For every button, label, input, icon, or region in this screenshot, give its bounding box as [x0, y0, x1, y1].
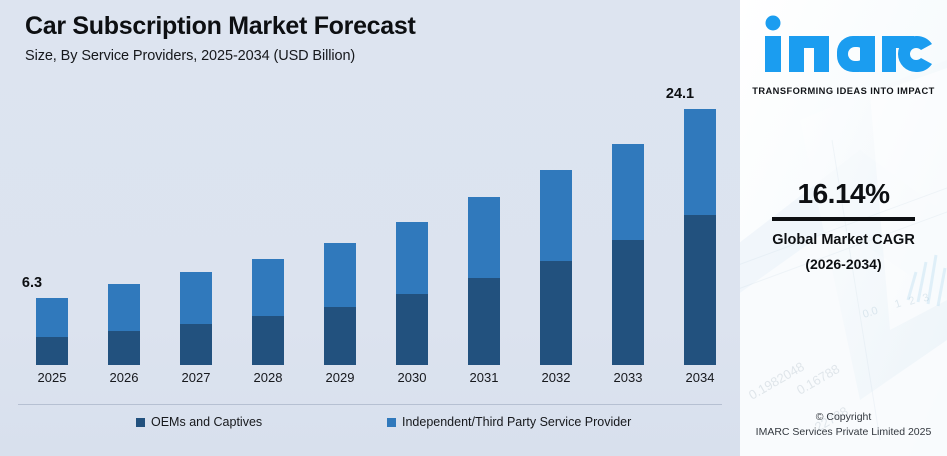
bar-segment-independent[interactable]: [540, 170, 572, 261]
chart-legend: OEMs and Captives Independent/Third Part…: [0, 413, 740, 437]
x-axis-tick-2026: 2026: [109, 370, 139, 385]
bar-group[interactable]: 24.1: [664, 78, 736, 365]
bar-segment-oem[interactable]: [108, 331, 140, 365]
bar-group[interactable]: [520, 78, 592, 365]
bar-segment-independent[interactable]: [180, 272, 212, 324]
bar-stack[interactable]: [36, 298, 68, 365]
cagr-block: 16.14% Global Market CAGR (2026-2034): [740, 178, 947, 274]
bar-stack[interactable]: [684, 109, 716, 365]
svg-text:0.0: 0.0: [861, 305, 879, 321]
copyright-notice: © Copyright: [815, 411, 872, 423]
cagr-caption: Global Market CAGR: [772, 232, 915, 248]
legend-label: Independent/Third Party Service Provider: [402, 415, 632, 429]
bar-group[interactable]: [88, 78, 160, 365]
bar-segment-oem[interactable]: [540, 261, 572, 365]
x-axis-tick-2034: 2034: [685, 370, 715, 385]
x-axis: 2025 2026 2027 2028 2029 2030 2031 2032 2033 2034: [0, 365, 740, 395]
bar-stack[interactable]: [468, 197, 500, 365]
bar-segment-independent[interactable]: [252, 259, 284, 316]
bar-segment-oem[interactable]: [396, 294, 428, 365]
svg-text:1: 1: [893, 298, 903, 311]
bar-segment-oem[interactable]: [180, 324, 212, 365]
bar-segment-oem[interactable]: [252, 316, 284, 365]
legend-item-oems-and-captives[interactable]: OEMs and Captives: [136, 415, 262, 429]
svg-text:2: 2: [907, 295, 917, 308]
x-axis-tick-2030: 2030: [397, 370, 427, 385]
bar-group[interactable]: [160, 78, 232, 365]
x-axis-tick-2033: 2033: [613, 370, 643, 385]
page-title: Car Subscription Market Forecast: [25, 12, 416, 40]
bar-stack[interactable]: [540, 170, 572, 365]
imarc-logo: TRANSFORMING IDEAS INTO IMPACT: [740, 14, 947, 96]
bar-segment-independent[interactable]: [396, 222, 428, 294]
brand-panel: 0.0 1 2 3 0.1982048 22788 0.16788: [740, 0, 947, 456]
legend-divider: [18, 404, 722, 405]
bar-segment-independent[interactable]: [324, 243, 356, 307]
bar-stack[interactable]: [612, 144, 644, 365]
bar-group[interactable]: [232, 78, 304, 365]
legend-swatch-icon: [136, 417, 145, 427]
bar-segment-independent[interactable]: [612, 144, 644, 240]
brand-panel-content: TRANSFORMING IDEAS INTO IMPACT 16.14% Gl…: [740, 0, 947, 456]
legend-swatch-icon: [387, 417, 396, 427]
cagr-period: (2026-2034): [805, 256, 882, 272]
bar-value-label: 24.1: [665, 86, 695, 102]
plot-area: 6.3 24.1: [0, 78, 740, 365]
bar-segment-oem[interactable]: [684, 215, 716, 365]
cagr-value: 16.14%: [797, 178, 890, 209]
x-axis-tick-2031: 2031: [469, 370, 499, 385]
copyright-owner: IMARC Services Private Limited 2025: [755, 426, 932, 438]
chart-subtitle: Size, By Service Providers, 2025-2034 (U…: [25, 48, 356, 64]
bar-group[interactable]: [448, 78, 520, 365]
legend-label: OEMs and Captives: [151, 415, 263, 429]
x-axis-tick-2032: 2032: [541, 370, 571, 385]
bar-group[interactable]: 6.3: [16, 78, 88, 365]
bar-segment-independent[interactable]: [468, 197, 500, 278]
bar-stack[interactable]: [324, 243, 356, 365]
bar-group[interactable]: [376, 78, 448, 365]
copyright-block: © Copyright IMARC Services Private Limit…: [740, 410, 947, 440]
imarc-wordmark: [754, 14, 934, 85]
x-axis-tick-2027: 2027: [181, 370, 211, 385]
bar-segment-oem[interactable]: [468, 278, 500, 365]
bar-segment-oem[interactable]: [612, 240, 644, 365]
chart-header: Car Subscription Market Forecast Size, B…: [25, 10, 720, 65]
bar-segment-oem[interactable]: [36, 337, 68, 365]
imarc-tagline: TRANSFORMING IDEAS INTO IMPACT: [752, 86, 935, 96]
bar-stack[interactable]: [396, 222, 428, 365]
bar-stack[interactable]: [180, 272, 212, 365]
bar-segment-independent[interactable]: [684, 109, 716, 215]
brand-background-watermark: 0.0 1 2 3 0.1982048 22788 0.16788: [740, 0, 947, 456]
cagr-rule: [772, 217, 915, 221]
bar-segment-independent[interactable]: [108, 284, 140, 331]
legend-item-independent-third-party[interactable]: Independent/Third Party Service Provider: [387, 415, 631, 429]
x-axis-tick-2025: 2025: [37, 370, 67, 385]
bar-stack[interactable]: [108, 284, 140, 365]
bar-group[interactable]: [592, 78, 664, 365]
svg-text:3: 3: [921, 292, 931, 305]
x-axis-tick-2029: 2029: [325, 370, 355, 385]
imarc-logo-icon: [764, 15, 932, 73]
bar-segment-independent[interactable]: [36, 298, 68, 337]
bar-value-label: 6.3: [21, 275, 43, 291]
bar-group[interactable]: [304, 78, 376, 365]
bar-segment-oem[interactable]: [324, 307, 356, 365]
x-axis-tick-2028: 2028: [253, 370, 283, 385]
chart-panel: Car Subscription Market Forecast Size, B…: [0, 0, 740, 456]
bar-stack[interactable]: [252, 259, 284, 365]
